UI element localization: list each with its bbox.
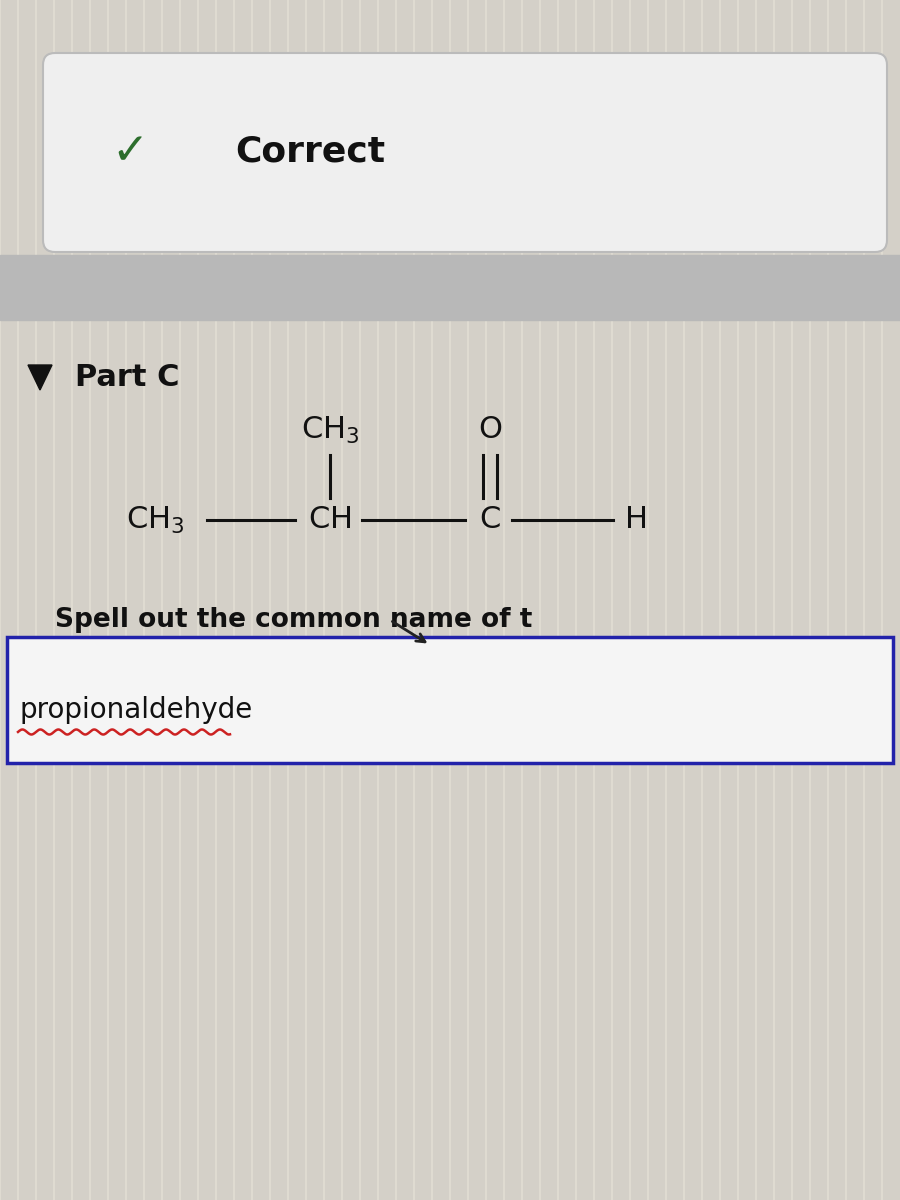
Text: propionaldehyde: propionaldehyde xyxy=(20,696,253,724)
Text: Part C: Part C xyxy=(75,364,179,392)
Text: $\mathrm{C}$: $\mathrm{C}$ xyxy=(479,505,500,534)
Text: $\mathrm{CH_3}$: $\mathrm{CH_3}$ xyxy=(126,504,184,535)
Text: $\mathrm{H}$: $\mathrm{H}$ xyxy=(624,505,646,534)
Text: $\mathrm{CH_3}$: $\mathrm{CH_3}$ xyxy=(301,414,359,445)
Text: Spell out the common name of t: Spell out the common name of t xyxy=(55,607,533,634)
FancyBboxPatch shape xyxy=(43,53,887,252)
Polygon shape xyxy=(28,365,52,390)
FancyBboxPatch shape xyxy=(7,637,893,763)
Bar xyxy=(0,254,900,320)
Text: $\mathrm{CH}$: $\mathrm{CH}$ xyxy=(309,505,352,534)
Text: Correct: Correct xyxy=(235,134,385,169)
Text: ✓: ✓ xyxy=(112,131,148,174)
Text: $\mathrm{O}$: $\mathrm{O}$ xyxy=(478,415,502,444)
